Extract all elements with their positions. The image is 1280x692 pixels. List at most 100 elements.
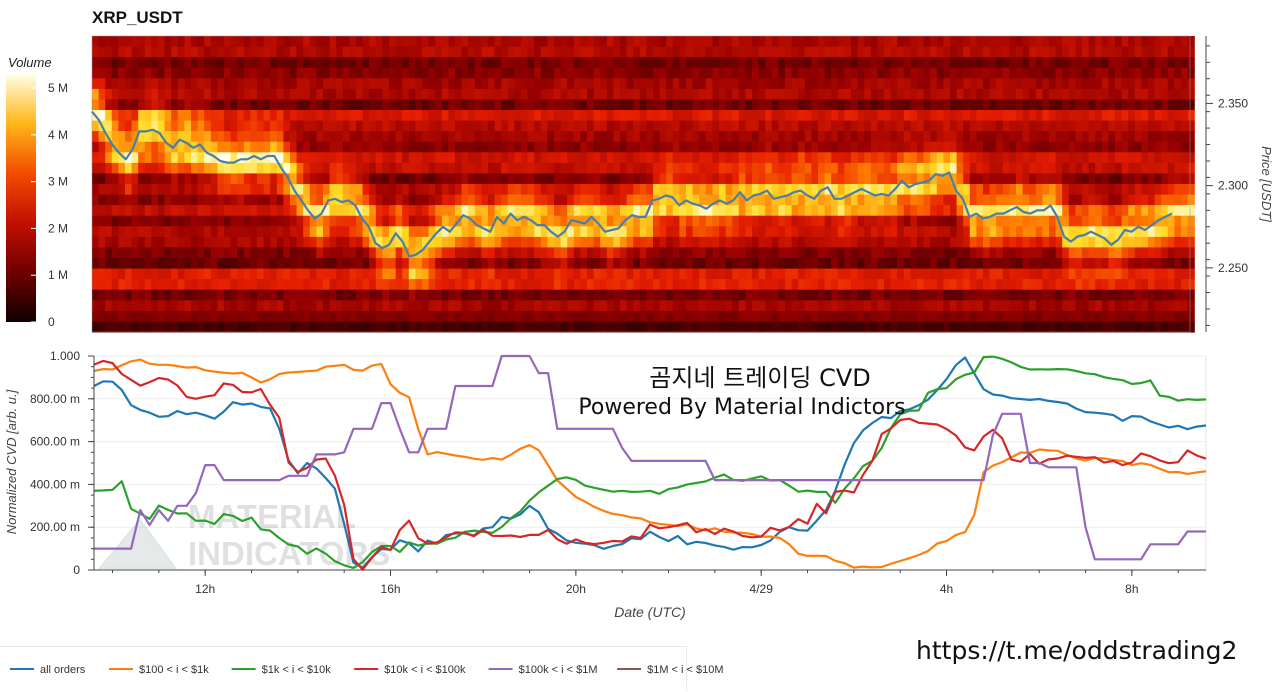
heatmap-cell — [956, 310, 964, 323]
heatmap-cell — [593, 99, 601, 111]
heatmap-cell — [468, 247, 476, 259]
heatmap-cell — [844, 36, 852, 48]
heatmap-cell — [580, 300, 588, 312]
heatmap-cell — [910, 36, 918, 48]
heatmap-cell — [613, 88, 621, 101]
heatmap-cell — [923, 247, 931, 259]
heatmap-cell — [633, 226, 641, 238]
heatmap-cell — [435, 67, 443, 79]
heatmap-cell — [441, 268, 449, 280]
heatmap-cell — [1108, 300, 1116, 312]
heatmap-cell — [224, 173, 232, 185]
heatmap-cell — [1161, 152, 1169, 164]
heatmap-cell — [870, 152, 878, 164]
heatmap-cell — [831, 162, 839, 175]
heatmap-cell — [296, 99, 304, 111]
heatmap-cell — [554, 67, 562, 79]
heatmap-cell — [230, 236, 238, 249]
heatmap-cell — [250, 152, 258, 164]
heatmap-cell — [402, 36, 410, 48]
heatmap-cell — [1115, 184, 1123, 196]
heatmap-cell — [745, 110, 753, 122]
heatmap-cell — [771, 46, 779, 58]
heatmap-cell — [521, 120, 529, 132]
heatmap-cell — [672, 162, 680, 175]
heatmap-cell — [646, 88, 654, 101]
heatmap-cell — [672, 99, 680, 111]
heatmap-cell — [639, 99, 647, 111]
heatmap-cell — [910, 236, 918, 249]
heatmap-cell — [105, 247, 113, 259]
heatmap-cell — [329, 321, 337, 333]
heatmap-cell — [230, 78, 238, 90]
heatmap-cell — [699, 36, 707, 48]
heatmap-cell — [936, 226, 944, 238]
heatmap-cell — [956, 88, 964, 101]
heatmap-cell — [1075, 321, 1083, 333]
heatmap-cell — [930, 247, 938, 259]
heatmap-cell — [600, 152, 608, 164]
heatmap-cell — [752, 152, 760, 164]
heatmap-cell — [415, 141, 423, 153]
heatmap-cell — [567, 78, 575, 90]
heatmap-cell — [342, 141, 350, 153]
heatmap-cell — [362, 110, 370, 122]
heatmap-cell — [224, 310, 232, 323]
heatmap-cell — [1187, 67, 1195, 79]
heatmap-cell — [448, 120, 456, 132]
heatmap-cell — [382, 215, 390, 227]
heatmap-cell — [791, 162, 799, 175]
heatmap-cell — [441, 226, 449, 238]
heatmap-cell — [303, 173, 311, 185]
heatmap-cell — [118, 120, 126, 132]
heatmap-cell — [131, 236, 139, 249]
heatmap-cell — [969, 268, 977, 280]
heatmap-cell — [296, 268, 304, 280]
heatmap-cell — [1068, 310, 1076, 323]
heatmap-cell — [461, 184, 469, 196]
telegram-link[interactable]: https://t.me/oddstrading2 — [916, 636, 1238, 665]
heatmap-cell — [296, 67, 304, 79]
heatmap-cell — [349, 205, 357, 217]
heatmap-cell — [177, 162, 185, 175]
heatmap-cell — [408, 215, 416, 227]
heatmap-cell — [1095, 310, 1103, 323]
heatmap-cell — [712, 131, 720, 143]
heatmap-cell — [989, 36, 997, 48]
heatmap-cell — [428, 110, 436, 122]
heatmap-cell — [699, 194, 707, 206]
heatmap-cell — [1068, 67, 1076, 79]
heatmap-cell — [587, 99, 595, 111]
heatmap-cell — [1154, 279, 1162, 291]
heatmap-cell — [474, 247, 482, 259]
heatmap-cell — [488, 268, 496, 280]
heatmap-cell — [309, 173, 317, 185]
heatmap-cell — [415, 258, 423, 270]
heatmap-cell — [1002, 236, 1010, 249]
heatmap-cell — [290, 194, 298, 206]
heatmap-cell — [1187, 88, 1195, 101]
heatmap-cell — [613, 258, 621, 270]
heatmap-cell — [455, 78, 463, 90]
heatmap-cell — [481, 173, 489, 185]
heatmap-cell — [752, 310, 760, 323]
heatmap-cell — [144, 258, 152, 270]
heatmap-cell — [976, 162, 984, 175]
heatmap-cell — [323, 279, 331, 291]
heatmap-cell — [276, 46, 284, 58]
heatmap-cell — [336, 289, 344, 301]
heatmap-cell — [738, 279, 746, 291]
heatmap-cell — [976, 88, 984, 101]
heatmap-cell — [243, 110, 251, 122]
heatmap-cell — [903, 268, 911, 280]
heatmap-cell — [844, 279, 852, 291]
heatmap-cell — [210, 194, 218, 206]
heatmap-cell — [633, 289, 641, 301]
heatmap-cell — [950, 205, 958, 217]
heatmap-cell — [699, 152, 707, 164]
heatmap-cell — [983, 194, 991, 206]
heatmap-cell — [686, 99, 694, 111]
heatmap-cell — [1075, 194, 1083, 206]
heatmap-cell — [488, 67, 496, 79]
heatmap-cell — [118, 310, 126, 323]
